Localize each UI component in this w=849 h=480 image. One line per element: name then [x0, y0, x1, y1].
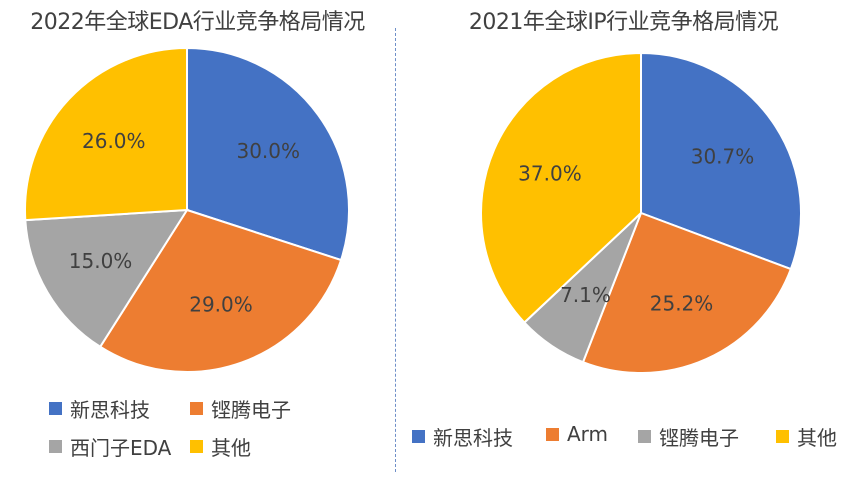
right-legend-label-1: Arm [567, 422, 609, 446]
left-legend-swatch-1 [190, 402, 203, 415]
right-pie-slice-0 [640, 51, 802, 271]
left-pie-slice-1 [98, 208, 343, 373]
right-pie-data-label-0: 30.7% [691, 144, 755, 168]
right-legend-swatch-3 [776, 430, 789, 443]
left-pie-chart: 30.0% 29.0% 15.0% 26.0% [24, 46, 350, 373]
right-legend-swatch-1 [546, 427, 559, 441]
right-chart-title: 2021年全球IP行业竞争格局情况 [468, 10, 779, 35]
panel-divider [395, 28, 396, 472]
left-legend-swatch-0 [49, 402, 62, 415]
left-legend-item-0: 新思科技 [49, 394, 150, 423]
right-legend-swatch-2 [638, 430, 651, 443]
left-pie-data-label-0: 30.0% [236, 139, 300, 163]
left-pie-slice-0 [186, 46, 350, 262]
left-chart-panel: 2022年全球EDA行业竞争格局情况 30.0% 29.0% 15.0% 26.0% … [0, 0, 395, 480]
right-legend-label-2: 铿腾电子 [659, 426, 739, 450]
left-legend-label-1: 铿腾电子 [211, 398, 291, 422]
right-chart-panel: 2021年全球IP行业竞争格局情况 30.7% 25.2% 7.1% 37.0% 新思… [398, 0, 849, 480]
right-legend-item-2: 铿腾电子 [638, 422, 739, 451]
right-legend-swatch-0 [412, 430, 425, 443]
right-pie-chart: 30.7% 25.2% 7.1% 37.0% [480, 51, 802, 374]
left-pie-slice-3 [24, 46, 188, 222]
left-pie-data-label-2: 15.0% [69, 249, 133, 273]
left-pie-data-label-3: 26.0% [82, 129, 146, 153]
right-pie-data-label-1: 25.2% [650, 292, 714, 316]
right-legend-item-1: Arm [546, 422, 608, 446]
left-legend-item-1: 铿腾电子 [190, 394, 291, 423]
left-legend-swatch-2 [49, 440, 62, 453]
right-legend-label-0: 新思科技 [433, 426, 513, 450]
left-legend-item-3: 其他 [190, 432, 251, 461]
right-legend-item-0: 新思科技 [412, 422, 513, 451]
right-legend-item-3: 其他 [776, 422, 837, 451]
left-legend-item-2: 西门子EDA [49, 432, 171, 461]
right-pie-slice-3 [480, 51, 642, 324]
left-pie-slice-2 [24, 208, 189, 349]
left-pie-data-label-1: 29.0% [189, 293, 253, 317]
left-chart-title: 2022年全球EDA行业竞争格局情况 [30, 10, 365, 35]
left-legend-label-0: 新思科技 [70, 398, 150, 422]
right-pie-data-label-3: 37.0% [518, 162, 582, 186]
left-legend-label-3: 其他 [211, 436, 251, 460]
right-pie-slice-1 [581, 211, 793, 374]
left-legend-swatch-3 [190, 440, 203, 453]
right-legend-label-3: 其他 [797, 426, 837, 450]
right-pie-data-label-2: 7.1% [560, 283, 611, 307]
left-legend-label-2: 西门子EDA [70, 436, 172, 460]
